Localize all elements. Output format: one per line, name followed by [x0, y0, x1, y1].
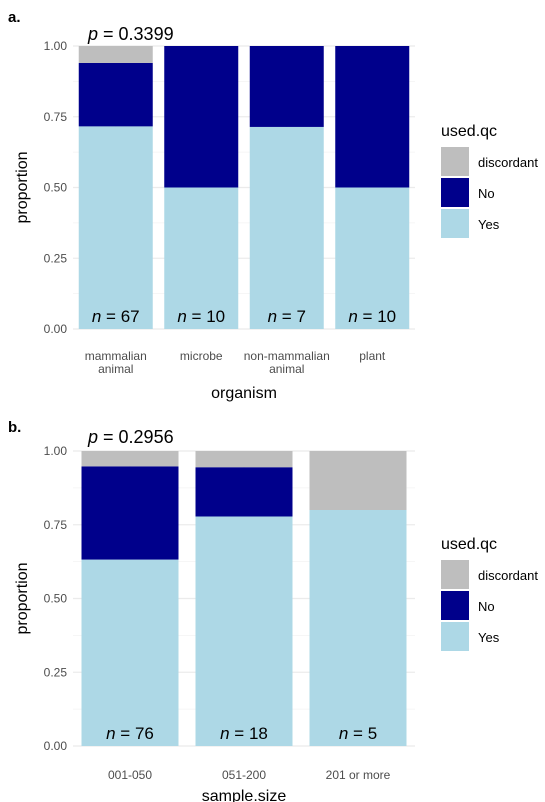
n-label: n = 67	[92, 307, 140, 326]
n-label: n = 18	[220, 724, 268, 743]
n-value: 5	[368, 724, 377, 743]
p-value: = 0.2956	[98, 427, 174, 447]
bar-yes	[195, 516, 293, 746]
legend-title: used.qc	[441, 123, 497, 140]
legend-label: Yes	[478, 630, 500, 645]
x-tick-label: mammalian	[85, 349, 147, 363]
bar-yes	[164, 187, 239, 329]
y-tick-label: 0.00	[44, 322, 68, 336]
legend-swatch-discordant	[441, 147, 469, 176]
x-axis-title: sample.size	[202, 788, 287, 802]
panel-label: b.	[8, 419, 21, 436]
x-tick-label: 201 or more	[326, 768, 391, 782]
x-tick-label: animal	[98, 362, 133, 376]
x-tick-label: non-mammalian	[244, 349, 330, 363]
x-tick-label: 051-200	[222, 768, 266, 782]
bar-no	[164, 46, 239, 188]
n-value: 10	[377, 307, 396, 326]
n-equals: =	[101, 307, 120, 326]
legend-label: No	[478, 599, 495, 614]
p-value: = 0.3399	[98, 24, 174, 44]
n-equals: =	[230, 724, 249, 743]
bar-yes	[249, 126, 324, 329]
n-label: n = 76	[106, 724, 154, 743]
y-tick-label: 0.50	[44, 181, 68, 195]
x-tick-label: microbe	[180, 349, 223, 363]
n-equals: =	[187, 307, 206, 326]
n-symbol: n	[106, 724, 115, 743]
n-label: n = 7	[268, 307, 306, 326]
n-label: n = 5	[339, 724, 377, 743]
bar-discordant	[195, 451, 293, 468]
bar-discordant	[78, 46, 153, 63]
bar-no	[78, 62, 153, 127]
legend-label: discordant	[478, 155, 538, 170]
legend-label: No	[478, 186, 495, 201]
x-tick-label: plant	[359, 349, 386, 363]
legend	[441, 560, 469, 651]
y-tick-label: 0.00	[44, 739, 68, 753]
legend-swatch-discordant	[441, 560, 469, 589]
n-value: 67	[121, 307, 140, 326]
p-value-annotation: p = 0.2956	[87, 427, 174, 447]
bar-discordant	[81, 451, 179, 467]
p-value-annotation: p = 0.3399	[87, 24, 174, 44]
legend-swatch-no	[441, 178, 469, 207]
legend	[441, 147, 469, 238]
n-label: n = 10	[348, 307, 396, 326]
x-tick-label: animal	[269, 362, 304, 376]
y-axis-title: proportion	[14, 562, 31, 634]
n-equals: =	[277, 307, 296, 326]
x-tick-label: 001-050	[108, 768, 152, 782]
bar-yes	[335, 187, 410, 329]
bar-no	[249, 46, 324, 127]
panel-label: a.	[8, 9, 21, 26]
bar-discordant	[309, 451, 407, 510]
y-tick-label: 0.50	[44, 592, 68, 606]
n-equals: =	[116, 724, 135, 743]
y-tick-label: 0.25	[44, 251, 68, 265]
bar-yes	[78, 126, 153, 329]
n-equals: =	[358, 307, 377, 326]
legend-label: discordant	[478, 568, 538, 583]
legend-title: used.qc	[441, 536, 497, 553]
y-tick-label: 0.75	[44, 518, 68, 532]
n-symbol: n	[220, 724, 229, 743]
n-symbol: n	[348, 307, 357, 326]
bar-yes	[81, 559, 179, 746]
n-symbol: n	[177, 307, 186, 326]
legend-swatch-yes	[441, 209, 469, 238]
legend-swatch-no	[441, 591, 469, 620]
bar-no	[195, 467, 293, 517]
bar-no	[335, 46, 410, 188]
n-value: 10	[206, 307, 225, 326]
bar-yes	[309, 510, 407, 746]
legend-label: Yes	[478, 217, 500, 232]
x-axis-title: organism	[211, 385, 277, 402]
n-value: 76	[135, 724, 154, 743]
legend-swatch-yes	[441, 622, 469, 651]
n-equals: =	[348, 724, 367, 743]
y-tick-label: 0.75	[44, 110, 68, 124]
bar-no	[81, 466, 179, 560]
y-axis-title: proportion	[14, 151, 31, 223]
panel-b: n = 76 n = 18 n = 5p = 0.2956	[73, 427, 469, 747]
n-value: 18	[249, 724, 268, 743]
y-tick-label: 1.00	[44, 444, 68, 458]
n-symbol: n	[92, 307, 101, 326]
n-symbol: n	[268, 307, 277, 326]
y-tick-label: 1.00	[44, 39, 68, 53]
p-symbol: p	[87, 427, 98, 447]
y-tick-label: 0.25	[44, 665, 68, 679]
n-label: n = 10	[177, 307, 225, 326]
n-symbol: n	[339, 724, 348, 743]
p-symbol: p	[87, 24, 98, 44]
n-value: 7	[296, 307, 305, 326]
